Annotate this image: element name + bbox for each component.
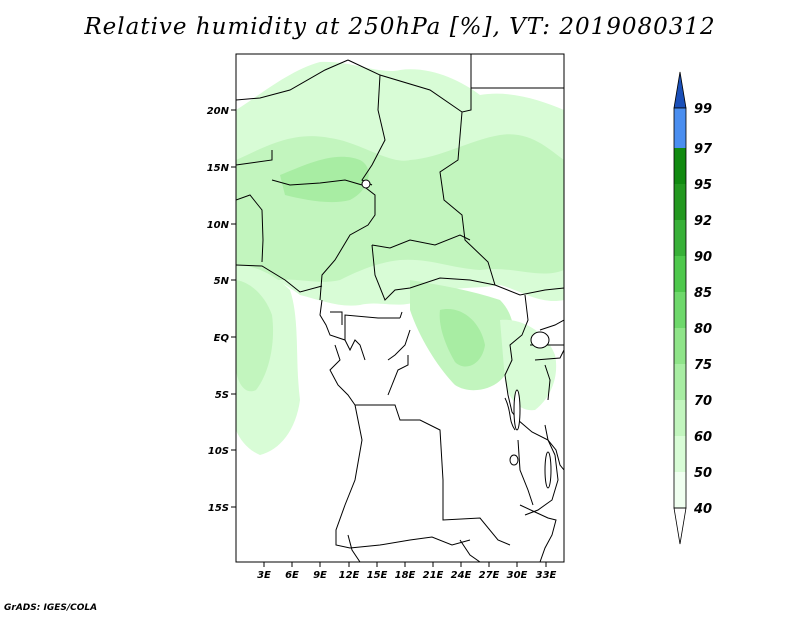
colorbar-segment [674, 364, 686, 400]
grads-credit: GrADS: IGES/COLA [4, 603, 98, 613]
border-line [371, 244, 564, 301]
border-line [236, 194, 264, 263]
colorbar-label: 97 [694, 142, 713, 157]
colorbar: 40 50 60 70 75 80 85 90 92 95 97 99 [673, 71, 713, 545]
humidity-field [236, 61, 564, 455]
lon-tick-label: 3E [257, 570, 271, 581]
colorbar-label: 95 [694, 178, 712, 193]
border-line [539, 319, 564, 331]
colorbar-label: 70 [694, 394, 712, 409]
lon-tick-label: 30E [507, 570, 528, 581]
colorbar-segment [674, 184, 686, 220]
border-line [517, 439, 534, 506]
lon-tick-label: 15E [367, 570, 388, 581]
border-line [459, 539, 481, 562]
lon-tick-label: 21E [423, 570, 444, 581]
lake-chad [361, 179, 371, 189]
country-borders [236, 54, 564, 562]
border-line [399, 311, 403, 319]
lake-malawi [544, 451, 552, 489]
border-line [519, 504, 557, 562]
lat-tick-label: EQ [214, 333, 230, 344]
border-line [387, 355, 409, 396]
border-line [329, 344, 356, 406]
colorbar-label: 50 [694, 466, 712, 481]
colorbar-segment [674, 256, 686, 292]
border-line [504, 294, 556, 456]
lake-victoria [530, 331, 550, 349]
colorbar-label: 40 [693, 502, 712, 517]
border-line [236, 150, 273, 166]
border-line [371, 234, 471, 249]
border-line [355, 404, 511, 546]
humidity-region-core [280, 156, 369, 203]
border-line [236, 59, 349, 101]
humidity-region-coast-core [236, 280, 274, 392]
colorbar-segment [674, 292, 686, 328]
lat-tick-label: 10N [207, 220, 230, 231]
colorbar-segment [674, 472, 686, 508]
lake-mweru [509, 454, 519, 466]
map-frame [235, 53, 565, 563]
border-line [236, 264, 323, 293]
lat-tick-label: 15N [207, 163, 230, 174]
border-line [344, 339, 366, 361]
lat-tick-label: 5S [215, 390, 229, 401]
colorbar-label: 75 [694, 358, 712, 373]
colorbar-segment [674, 400, 686, 436]
border-line [335, 404, 471, 549]
border-line [544, 364, 551, 401]
lat-tick-label: 10S [208, 446, 229, 457]
humidity-region-central-core [439, 309, 485, 367]
lon-tick-label: 9E [313, 570, 327, 581]
colorbar-bottom-arrow [673, 507, 687, 545]
border-line [544, 424, 564, 471]
lon-tick-label: 24E [451, 570, 472, 581]
colorbar-label: 85 [694, 286, 712, 301]
colorbar-segment [674, 328, 686, 364]
colorbar-segment [674, 436, 686, 472]
colorbar-segment [674, 108, 686, 148]
lake-tanganyika [513, 389, 521, 431]
border-line [524, 454, 559, 516]
colorbar-segment [674, 148, 686, 184]
lat-tick-label: 5N [214, 276, 230, 287]
longitude-axis: 3E 6E 9E 12E 15E 18E 21E 24E 27E 30E 33E [257, 562, 557, 581]
colorbar-label: 90 [694, 250, 712, 265]
colorbar-segment [674, 220, 686, 256]
chart-title: Relative humidity at 250hPa [%], VT: 201… [84, 14, 716, 40]
border-line [347, 534, 361, 562]
latitude-axis: 20N 15N 10N 5N EQ 5S 10S 15S [207, 106, 236, 514]
border-line [319, 299, 400, 341]
border-line [439, 54, 496, 286]
lon-tick-label: 18E [395, 570, 416, 581]
lat-tick-label: 20N [207, 106, 230, 117]
colorbar-top-arrow [673, 71, 687, 109]
border-line [330, 311, 343, 325]
colorbar-label: 99 [694, 102, 712, 117]
border-line [379, 74, 463, 113]
colorbar-label: 92 [694, 214, 712, 229]
colorbar-outline [673, 107, 687, 509]
lon-tick-label: 33E [536, 570, 557, 581]
colorbar-label: 60 [694, 430, 712, 445]
border-line [534, 349, 564, 361]
lon-tick-label: 27E [479, 570, 500, 581]
border-line [387, 329, 411, 361]
lakes [361, 179, 552, 489]
colorbar-label: 80 [694, 322, 712, 337]
border-line [271, 179, 376, 301]
lat-tick-label: 15S [208, 503, 229, 514]
border-line [504, 397, 516, 431]
lon-tick-label: 12E [339, 570, 360, 581]
lon-tick-label: 6E [285, 570, 299, 581]
